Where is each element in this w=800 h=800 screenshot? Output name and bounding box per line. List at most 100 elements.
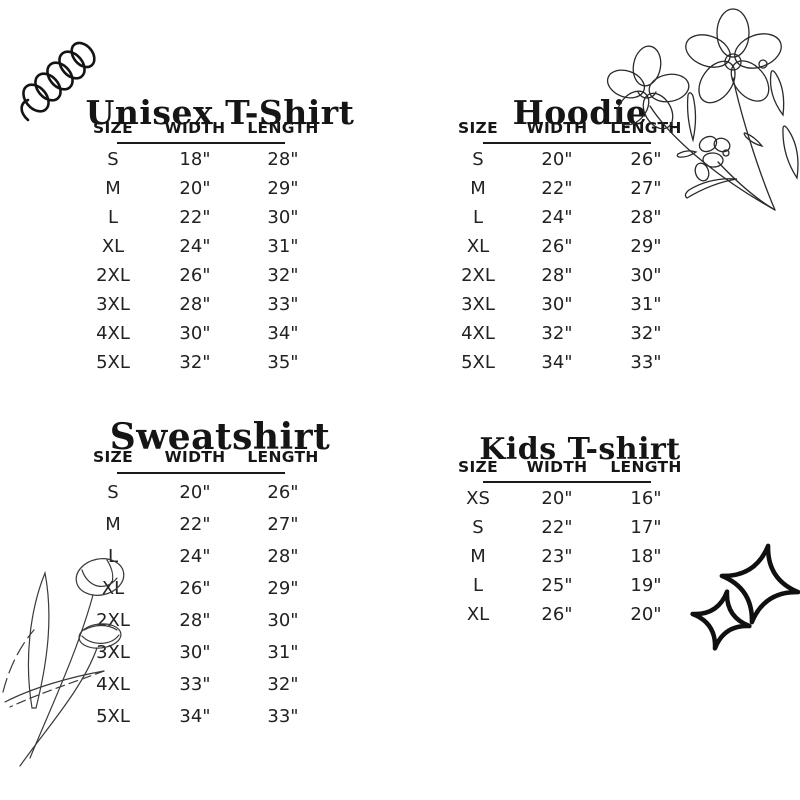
table-header-row: SIZE WIDTH LENGTH (67, 448, 335, 466)
size-header: SIZE (93, 448, 133, 466)
table-rows: S 20" 26" M 22" 27" L 24" 28" XL 26" 29" 2XL 28" 30" 3X… (67, 476, 335, 732)
unisex-tshirt-title: Unisex T-Shirt (85, 93, 355, 133)
size-cell: S (472, 149, 484, 170)
length-cell: 32" (630, 323, 662, 344)
table-rows: XS 20" 16" S 22" 17" M 23" 18" L 25" 19" XL 26" 20" (432, 484, 702, 629)
table-rows: S 18" 28" M 20" 29" L 22" 30" XL 24" 31" 2XL 26" 32" 3X… (67, 145, 335, 377)
table-row: 3XL 28" 33" (67, 290, 335, 319)
table-row: L 22" 30" (67, 203, 335, 232)
size-cell: L (472, 207, 484, 228)
sweatshirt-table: SIZE WIDTH LENGTH S 20" 26" M 22" 27" L 24" 28" X… (67, 448, 335, 732)
size-cell: 4XL (96, 673, 130, 695)
width-cell: 20" (541, 488, 573, 509)
table-row: M 22" 27" (432, 174, 702, 203)
table-row: XL 26" 29" (67, 572, 335, 604)
size-header: SIZE (458, 458, 498, 476)
width-cell: 26" (541, 604, 573, 625)
size-cell: L (107, 545, 119, 567)
size-cell: 4XL (96, 323, 130, 344)
width-cell: 25" (541, 575, 573, 596)
width-header: WIDTH (164, 119, 226, 137)
size-cell: 3XL (96, 641, 130, 663)
length-cell: 26" (267, 481, 299, 503)
length-cell: 28" (267, 149, 299, 170)
width-header: WIDTH (526, 458, 588, 476)
table-row: L 24" 28" (67, 540, 335, 572)
table-row: M 23" 18" (432, 542, 702, 571)
table-row: M 20" 29" (67, 174, 335, 203)
length-header: LENGTH (247, 448, 319, 466)
width-cell: 23" (541, 546, 573, 567)
length-cell: 26" (630, 149, 662, 170)
size-header: SIZE (458, 119, 498, 137)
length-cell: 29" (267, 577, 299, 599)
table-row: 4XL 32" 32" (432, 319, 702, 348)
table-row: 4XL 33" 32" (67, 668, 335, 700)
kids-tshirt-table: SIZE WIDTH LENGTH XS 20" 16" S 22" 17" M 23" 18"… (432, 458, 702, 629)
sparkle-stars-icon (690, 543, 800, 651)
table-row: S 22" 17" (432, 513, 702, 542)
table-row: XL 26" 29" (432, 232, 702, 261)
size-cell: L (472, 575, 484, 596)
width-cell: 34" (179, 705, 211, 727)
table-row: S 20" 26" (432, 145, 702, 174)
length-cell: 28" (267, 545, 299, 567)
width-cell: 22" (541, 517, 573, 538)
table-row: M 22" 27" (67, 508, 335, 540)
size-cell: 2XL (96, 265, 130, 286)
table-rows: S 20" 26" M 22" 27" L 24" 28" XL 26" 29" 2XL 28" 30" 3X… (432, 145, 702, 377)
size-header: SIZE (93, 119, 133, 137)
width-cell: 20" (179, 178, 211, 199)
width-cell: 28" (541, 265, 573, 286)
length-cell: 33" (630, 352, 662, 373)
table-row: L 24" 28" (432, 203, 702, 232)
length-cell: 33" (267, 294, 299, 315)
width-cell: 26" (541, 236, 573, 257)
table-row: XL 24" 31" (67, 232, 335, 261)
width-header: WIDTH (164, 448, 226, 466)
width-cell: 30" (179, 323, 211, 344)
sweatshirt-title: Sweatshirt (109, 415, 331, 458)
table-row: 2XL 28" 30" (432, 261, 702, 290)
length-cell: 27" (267, 513, 299, 535)
length-cell: 33" (267, 705, 299, 727)
size-cell: S (107, 149, 119, 170)
length-cell: 29" (630, 236, 662, 257)
length-cell: 30" (267, 609, 299, 631)
width-cell: 30" (179, 641, 211, 663)
table-header-row: SIZE WIDTH LENGTH (432, 458, 702, 476)
table-row: 3XL 30" 31" (67, 636, 335, 668)
width-cell: 20" (541, 149, 573, 170)
width-cell: 34" (541, 352, 573, 373)
size-cell: 2XL (96, 609, 130, 631)
width-cell: 26" (179, 265, 211, 286)
width-cell: 30" (541, 294, 573, 315)
width-cell: 22" (179, 207, 211, 228)
length-cell: 31" (267, 236, 299, 257)
table-row: 5XL 34" 33" (67, 700, 335, 732)
length-cell: 17" (630, 517, 662, 538)
table-row: 3XL 30" 31" (432, 290, 702, 319)
width-cell: 22" (179, 513, 211, 535)
table-row: 2XL 28" 30" (67, 604, 335, 636)
width-cell: 24" (179, 236, 211, 257)
size-cell: 2XL (461, 265, 495, 286)
width-cell: 18" (179, 149, 211, 170)
table-row: S 20" 26" (67, 476, 335, 508)
unisex-tshirt-table: SIZE WIDTH LENGTH S 18" 28" M 20" 29" L 22" 30" X… (67, 119, 335, 377)
size-cell: M (470, 546, 486, 567)
length-cell: 35" (267, 352, 299, 373)
length-cell: 27" (630, 178, 662, 199)
table-row: 2XL 26" 32" (67, 261, 335, 290)
width-cell: 24" (541, 207, 573, 228)
width-cell: 24" (179, 545, 211, 567)
table-row: XS 20" 16" (432, 484, 702, 513)
size-cell: 5XL (96, 705, 130, 727)
width-cell: 28" (179, 609, 211, 631)
length-cell: 34" (267, 323, 299, 344)
length-cell: 20" (630, 604, 662, 625)
size-cell: XL (101, 577, 125, 599)
length-cell: 29" (267, 178, 299, 199)
size-cell: 3XL (461, 294, 495, 315)
